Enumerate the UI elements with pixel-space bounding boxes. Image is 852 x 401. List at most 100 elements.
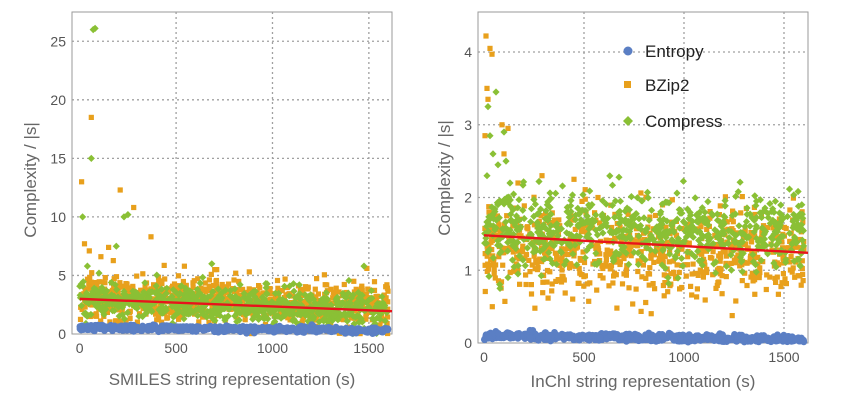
bzip2-point (597, 273, 603, 279)
compress-point (235, 298, 243, 306)
entropy-point (199, 326, 207, 334)
compress-point (766, 200, 774, 208)
compress-point (547, 195, 555, 203)
compress-point (515, 252, 523, 260)
bzip2-point (275, 285, 281, 291)
bzip2-point (774, 274, 780, 280)
compress-point (225, 305, 233, 313)
compress-outlier (87, 154, 95, 162)
bzip2-point (203, 286, 209, 292)
compress-point (554, 232, 562, 240)
x-tick-labels: 0 500 1000 1500 (480, 349, 800, 365)
entropy-point (96, 322, 104, 330)
compress-point (531, 200, 539, 208)
compress-point (610, 255, 618, 264)
bzip2-point (643, 299, 649, 306)
bzip2-point (333, 285, 339, 291)
bzip2-point (632, 242, 638, 248)
compress-point (236, 309, 244, 317)
bzip2-outlier (484, 85, 490, 91)
compress-point (625, 260, 633, 268)
compress-point (172, 288, 180, 296)
bzip2-point (608, 248, 614, 254)
bzip2-point (195, 276, 201, 282)
bzip2-point (748, 254, 754, 260)
entropy-point (161, 325, 169, 333)
compress-point (271, 289, 279, 297)
compress-point (334, 304, 342, 312)
bzip2-point (330, 295, 336, 301)
compress-point (615, 233, 623, 241)
compress-point (706, 234, 714, 242)
compress-point (502, 218, 510, 226)
compress-point (537, 272, 545, 280)
bzip2-point (312, 286, 318, 292)
compress-point (642, 228, 650, 236)
compress-point (305, 297, 313, 305)
compress-point (592, 249, 600, 257)
bzip2-outlier (88, 114, 94, 120)
compress-point (611, 251, 619, 260)
compress-point (731, 210, 740, 218)
compress-point (724, 240, 732, 248)
entropy-point (226, 326, 234, 334)
bzip2-point (190, 284, 196, 290)
compress-point (241, 304, 249, 313)
compress-point (770, 208, 778, 216)
compress-point (92, 286, 100, 294)
compress-point (111, 281, 119, 289)
compress-point (306, 312, 314, 320)
bzip2-point (780, 255, 786, 261)
bzip2-point (748, 230, 754, 236)
bzip2-point (604, 247, 610, 253)
compress-point (658, 238, 666, 246)
bzip2-point (152, 306, 158, 312)
compress-point (774, 236, 782, 244)
bzip2-point (242, 317, 248, 323)
entropy-point (596, 334, 604, 342)
compress-point (372, 302, 380, 310)
compress-point (540, 239, 548, 247)
bzip2-point (315, 297, 321, 304)
plot-frame (477, 11, 809, 344)
bzip2-point (214, 283, 220, 289)
compress-point (622, 226, 630, 234)
entropy-point (87, 322, 95, 329)
compress-point (320, 294, 328, 302)
bzip2-point (723, 253, 730, 259)
compress-point (194, 305, 202, 313)
compress-point (507, 210, 515, 218)
bzip2-point (782, 276, 788, 282)
bzip2-point (140, 271, 146, 277)
bzip2-point (702, 247, 708, 253)
bzip2-point (134, 273, 140, 279)
compress-point (627, 193, 635, 201)
bzip2-point (520, 243, 526, 249)
compress-point (616, 214, 624, 222)
entropy-point (379, 328, 387, 336)
compress-point (275, 296, 283, 304)
compress-point (790, 257, 798, 265)
bzip2-point (102, 280, 108, 286)
bzip2-point (274, 277, 281, 284)
compress-point (790, 210, 798, 219)
bzip2-point (792, 274, 798, 280)
compress-point (83, 296, 91, 304)
compress-outlier (483, 172, 491, 180)
compress-point (658, 200, 666, 208)
compress-outlier (489, 150, 497, 158)
compress-point (381, 317, 389, 325)
bzip2-point (756, 275, 762, 281)
bzip2-point (219, 281, 225, 288)
bzip2-point (638, 308, 644, 314)
bzip2-point (484, 243, 490, 249)
bzip2-point (647, 214, 653, 220)
bzip2-point (662, 254, 668, 260)
y-axis-title: Complexity / |s| (435, 120, 454, 236)
compress-point (174, 308, 183, 317)
compress-point (485, 216, 493, 225)
compress-point (785, 185, 794, 193)
compress-point (762, 227, 770, 235)
bzip2-point (648, 253, 654, 259)
y-tick-label: 0 (58, 326, 66, 342)
